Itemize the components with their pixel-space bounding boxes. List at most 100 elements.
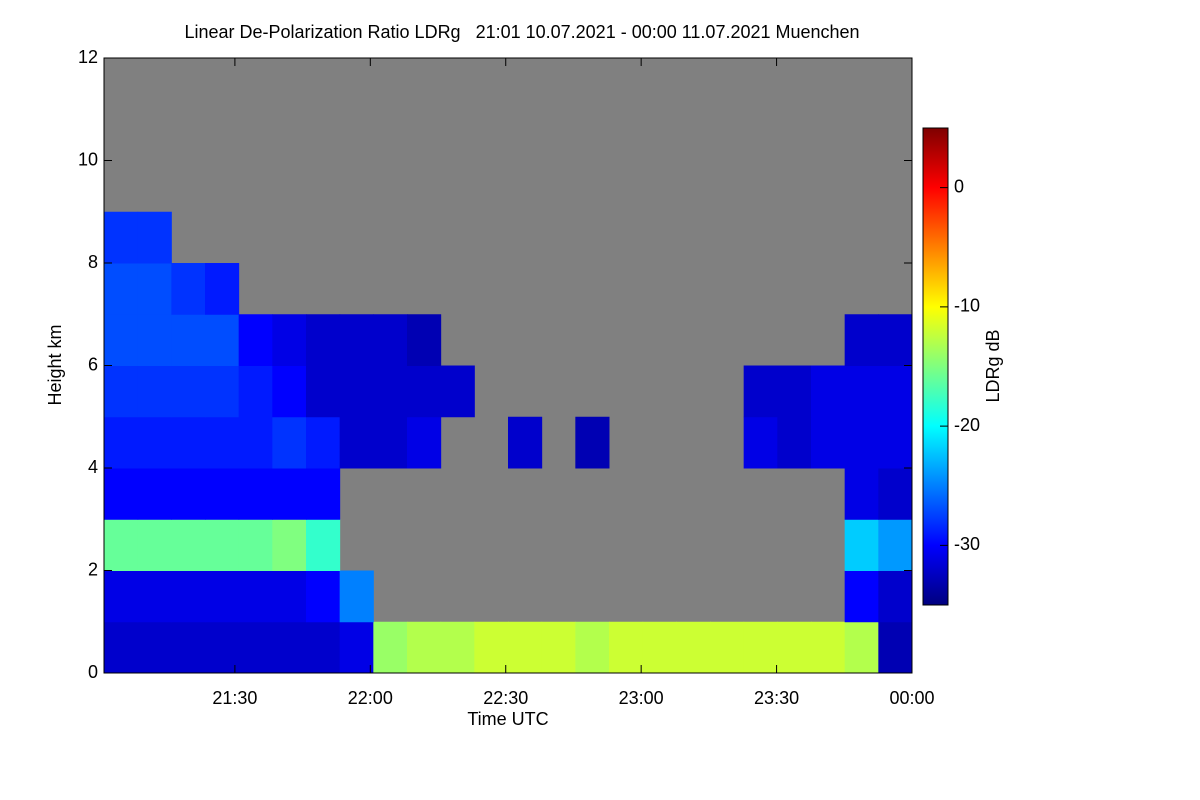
- heatmap-cell: [407, 365, 442, 418]
- colorbar-label: LDRg dB: [983, 329, 1003, 402]
- heatmap-cell: [238, 468, 273, 520]
- colorbar-tick-label: -10: [954, 296, 980, 316]
- heatmap-cell: [272, 621, 307, 674]
- heatmap-cell: [777, 416, 812, 469]
- heatmap-cell: [205, 621, 240, 674]
- heatmap-cell: [407, 416, 442, 469]
- heatmap-cell: [238, 621, 273, 674]
- heatmap-cell: [137, 416, 172, 469]
- heatmap-cell: [104, 416, 139, 469]
- x-tick-label: 23:30: [754, 688, 799, 708]
- heatmap-cell: [878, 365, 913, 418]
- heatmap-cell: [272, 519, 307, 571]
- heatmap-cell: [205, 519, 240, 571]
- heatmap-cell: [373, 314, 408, 366]
- heatmap-cell: [104, 570, 139, 623]
- heatmap-cell: [743, 621, 778, 674]
- heatmap-cell: [878, 519, 913, 571]
- heatmap-cell: [710, 621, 745, 674]
- heatmap-cell: [878, 468, 913, 520]
- y-tick-label: 12: [78, 47, 98, 67]
- heatmap-cell: [137, 570, 172, 623]
- heatmap-cell: [104, 263, 139, 315]
- heatmap-cell: [339, 570, 374, 623]
- heatmap-cell: [306, 416, 341, 469]
- heatmap-cell: [306, 314, 341, 366]
- heatmap-cell: [844, 365, 879, 418]
- heatmap-cell: [171, 314, 206, 366]
- heatmap-cell: [205, 314, 240, 366]
- x-axis-label: Time UTC: [467, 709, 548, 729]
- heatmap-cell: [272, 570, 307, 623]
- heatmap-cell: [137, 211, 172, 264]
- heatmap-cell: [306, 365, 341, 418]
- colorbar: [922, 127, 949, 606]
- heatmap-cell: [440, 365, 475, 418]
- colorbar-tick-label: -30: [954, 534, 980, 554]
- chart-title: Linear De-Polarization Ratio LDRg 21:01 …: [184, 22, 859, 42]
- y-tick-label: 8: [88, 252, 98, 272]
- heatmap-cell: [407, 314, 442, 366]
- heatmap-cell: [811, 416, 846, 469]
- heatmap-cell: [339, 416, 374, 469]
- heatmap-cell: [373, 416, 408, 469]
- heatmap-cell: [137, 314, 172, 366]
- heatmap-cell: [205, 365, 240, 418]
- heatmap-cell: [171, 365, 206, 418]
- heatmap-cell: [104, 468, 139, 520]
- x-tick-label: 00:00: [889, 688, 934, 708]
- heatmap-cell: [407, 621, 442, 674]
- x-tick-label: 23:00: [619, 688, 664, 708]
- y-tick-label: 4: [88, 457, 98, 477]
- heatmap-cell: [541, 621, 576, 674]
- heatmap-cell: [137, 468, 172, 520]
- x-tick-label: 21:30: [212, 688, 257, 708]
- heatmap-cell: [844, 416, 879, 469]
- heatmap-cell: [137, 519, 172, 571]
- heatmap-cell: [642, 621, 677, 674]
- heatmap-cell: [137, 365, 172, 418]
- heatmap-cell: [171, 416, 206, 469]
- heatmap-cell: [306, 519, 341, 571]
- colorbar-tick-label: -20: [954, 415, 980, 435]
- heatmap-cell: [205, 416, 240, 469]
- heatmap-cell: [878, 416, 913, 469]
- heatmap-cell: [844, 621, 879, 674]
- heatmap-cell: [171, 570, 206, 623]
- heatmap-cell: [272, 314, 307, 366]
- heatmap-cell: [205, 263, 240, 315]
- heatmap-cell: [373, 621, 408, 674]
- heatmap-cell: [238, 570, 273, 623]
- heatmap-cell: [104, 365, 139, 418]
- heatmap-cell: [306, 570, 341, 623]
- heatmap-cell: [238, 519, 273, 571]
- heatmap-cell: [137, 263, 172, 315]
- heatmap-cell: [272, 365, 307, 418]
- heatmap-cell: [238, 365, 273, 418]
- heatmap-cell: [306, 468, 341, 520]
- heatmap-cell: [811, 365, 846, 418]
- heatmap-cell: [238, 314, 273, 366]
- colorbar-tick-label: 0: [954, 176, 964, 196]
- heatmap-cell: [205, 468, 240, 520]
- heatmap-cell: [844, 468, 879, 520]
- heatmap-cell: [373, 365, 408, 418]
- heatmap-cell: [137, 621, 172, 674]
- heatmap-cell: [339, 314, 374, 366]
- heatmap-cell: [878, 621, 913, 674]
- y-tick-label: 6: [88, 354, 98, 374]
- heatmap-cell: [878, 314, 913, 366]
- heatmap-cell: [171, 621, 206, 674]
- heatmap-cell: [238, 416, 273, 469]
- heatmap-cell: [878, 570, 913, 623]
- y-tick-label: 10: [78, 149, 98, 169]
- heatmap-cell: [171, 263, 206, 315]
- heatmap-cell: [676, 621, 711, 674]
- heatmap-cell: [743, 365, 778, 418]
- heatmap-cell: [104, 621, 139, 674]
- y-tick-label: 0: [88, 662, 98, 682]
- heatmap-cell: [777, 621, 812, 674]
- heatmap-cell: [171, 519, 206, 571]
- heatmap-cell: [609, 621, 644, 674]
